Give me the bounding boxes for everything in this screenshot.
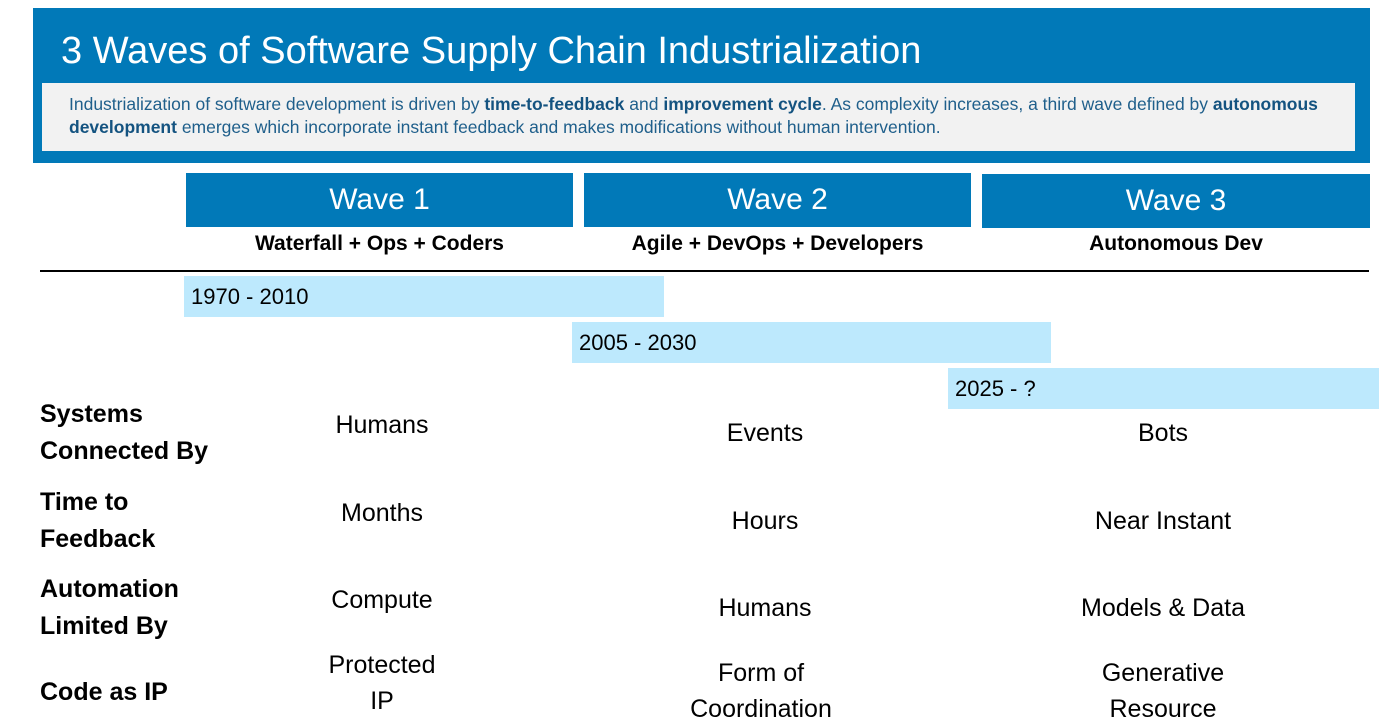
cell-wave-3: Bots: [1137, 419, 1189, 447]
cell-wave-2: Form of Coordination: [611, 655, 911, 727]
subtitle-part: and: [624, 94, 664, 114]
subtitle-part: emerges which incorporate instant feedba…: [176, 117, 941, 137]
row-label-line: Feedback: [40, 525, 156, 553]
page-title: 3 Waves of Software Supply Chain Industr…: [61, 30, 922, 72]
row-label-line: Connected By: [40, 437, 209, 465]
cell-wave-2: Humans: [718, 594, 812, 622]
row-label-automation-limited: Automation Limited By: [40, 571, 179, 645]
cell-line: Resource: [1109, 695, 1217, 723]
row-label-line: Automation: [40, 575, 179, 603]
cell-line: Form of: [717, 659, 805, 687]
cell-wave-1: Protected IP: [282, 647, 482, 719]
subtitle-emphasis: autonomous development: [69, 94, 1318, 137]
subtitle-emphasis: improvement cycle: [663, 94, 822, 114]
row-label-code-as-ip: Code as IP: [40, 678, 168, 706]
subtitle-panel: Industrialization of software developmen…: [42, 83, 1355, 151]
cell-wave-3: Models & Data: [1081, 594, 1245, 622]
wave-1-subtitle: Waterfall + Ops + Coders: [255, 232, 504, 255]
row-label-line: Systems: [40, 400, 143, 428]
cell-wave-1: Months: [341, 499, 423, 527]
timeline-wave-2: 2005 - 2030: [572, 322, 1051, 363]
row-label-systems-connected: Systems Connected By: [40, 396, 208, 470]
row-label-line: Time to: [40, 488, 129, 516]
cell-wave-3: Near Instant: [1094, 507, 1232, 535]
row-label-time-to-feedback: Time to Feedback: [40, 484, 155, 558]
subtitle-part: . As complexity increases, a third wave …: [821, 94, 1213, 114]
wave-2-subtitle: Agile + DevOps + Developers: [631, 232, 924, 255]
wave-3-subtitle: Autonomous Dev: [1089, 232, 1263, 255]
subtitle-part: Industrialization of software developmen…: [69, 94, 485, 114]
subtitle-emphasis: time-to-feedback: [484, 94, 625, 114]
cell-wave-2: Events: [726, 419, 804, 447]
subtitle-text: Industrialization of software developmen…: [69, 93, 1339, 139]
cell-wave-3: Generative Resource: [1013, 655, 1313, 727]
cell-wave-2: Hours: [731, 507, 799, 535]
wave-3-header: Wave 3: [982, 174, 1370, 228]
cell-wave-1: Humans: [335, 411, 429, 439]
wave-1-header: Wave 1: [186, 173, 573, 227]
cell-line: IP: [370, 687, 394, 715]
row-label-line: Limited By: [40, 612, 168, 640]
wave-2-header: Wave 2: [584, 173, 971, 227]
cell-line: Coordination: [690, 695, 832, 723]
timeline-wave-3: 2025 - ?: [948, 368, 1379, 409]
cell-line: Protected: [328, 651, 436, 679]
header-divider: [40, 270, 1369, 272]
cell-wave-1: Compute: [331, 586, 433, 614]
cell-line: Generative: [1101, 659, 1225, 687]
timeline-wave-1: 1970 - 2010: [184, 276, 664, 317]
header-banner: 3 Waves of Software Supply Chain Industr…: [33, 8, 1370, 163]
